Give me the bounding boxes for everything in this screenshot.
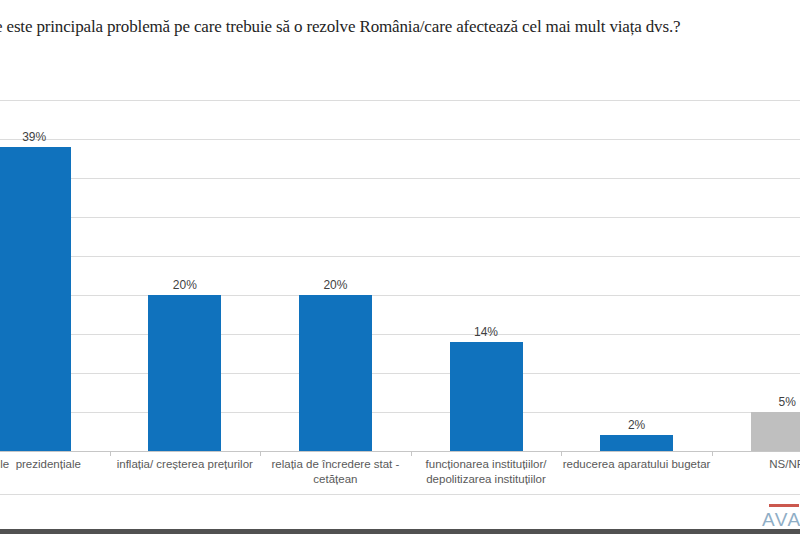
bar-value-label: 39% — [4, 130, 64, 144]
axis-tick — [411, 451, 412, 456]
axis-tick — [110, 451, 111, 456]
axis-tick — [712, 451, 713, 456]
bar — [0, 147, 71, 451]
bar — [600, 435, 673, 451]
avangarde-logo-text: AVAN — [762, 509, 800, 531]
gridline — [0, 217, 800, 218]
gridline — [0, 373, 800, 374]
gridline — [0, 295, 800, 296]
axis-tick — [260, 451, 261, 456]
category-label: relația de încredere stat - cetățean — [271, 457, 399, 487]
gridline — [0, 100, 800, 101]
bar-value-label: 2% — [607, 418, 667, 432]
avangarde-logo: AVAN — [762, 504, 800, 531]
logo-tagline-mark — [769, 504, 799, 507]
bar-value-label: 14% — [456, 325, 516, 339]
gridline — [0, 256, 800, 257]
category-label: NS/NR — [769, 457, 800, 472]
category-label: funcționarea instituțiilor/ depolitizare… — [426, 457, 547, 487]
bar-value-label: 20% — [155, 278, 215, 292]
gridline — [0, 178, 800, 179]
gridline — [0, 334, 800, 335]
x-axis-line — [0, 451, 800, 452]
footer-bar — [0, 529, 800, 534]
gridline — [0, 139, 800, 140]
bar-value-label: 20% — [305, 278, 365, 292]
bar-value-label: 5% — [757, 395, 800, 409]
bar — [299, 295, 372, 451]
axis-tick — [561, 451, 562, 456]
category-label: inflația/ creșterea prețurilor — [117, 457, 253, 472]
plot-area: 39% erile prezidențiale 20% inflația/ creșt… — [0, 0, 800, 534]
gridline — [0, 412, 800, 413]
category-label: erile prezidențiale — [0, 457, 81, 472]
bar — [148, 295, 221, 451]
category-label: reducerea aparatului bugetar — [563, 457, 711, 472]
chart-bottom-border — [0, 494, 800, 495]
bar — [450, 342, 523, 451]
bar — [751, 412, 800, 451]
